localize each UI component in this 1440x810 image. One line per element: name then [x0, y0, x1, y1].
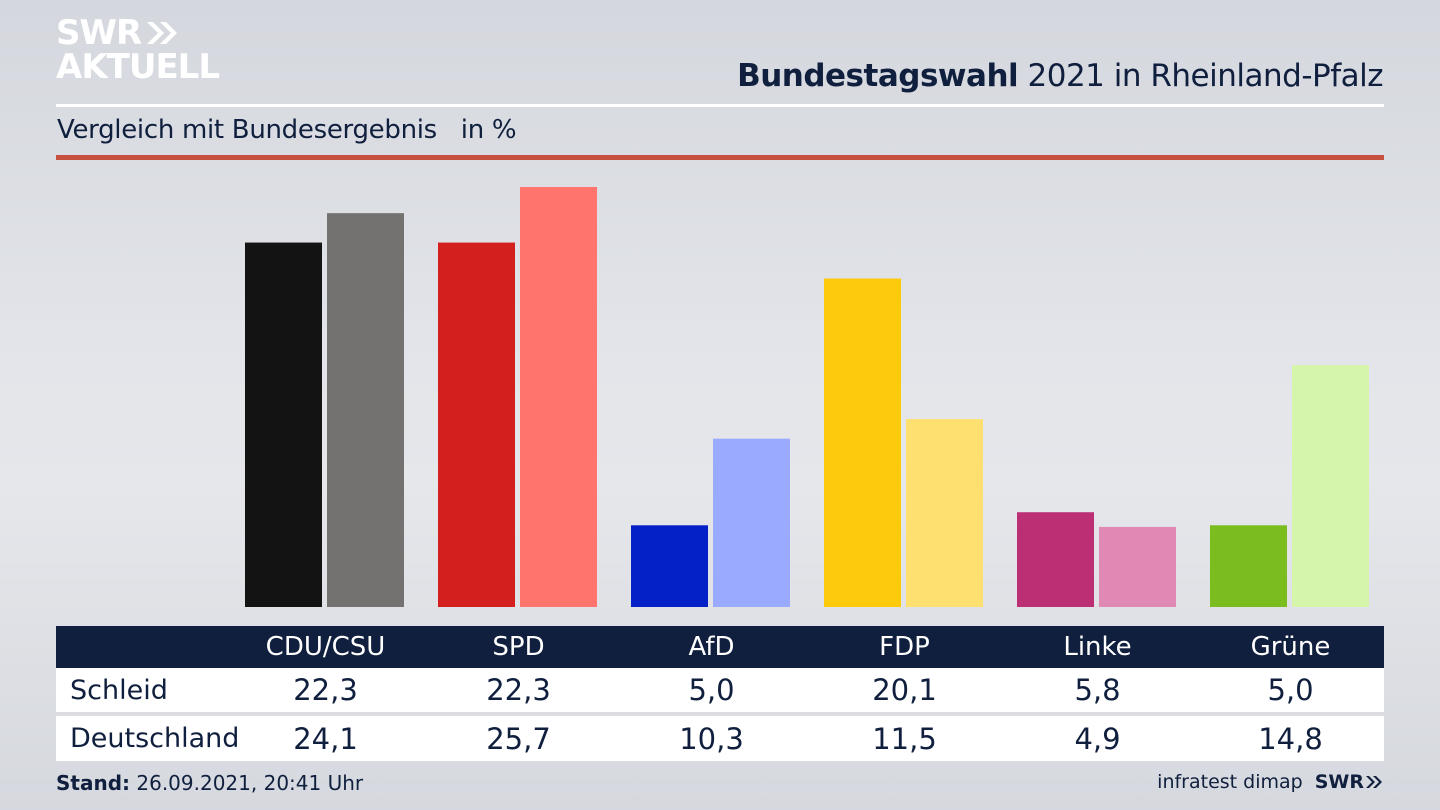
value-deutschland-afd: 10,3 — [679, 721, 744, 756]
bar-chart — [245, 187, 1369, 607]
row-label: Schleid — [70, 674, 168, 706]
bar-group-cdu-csu — [245, 213, 404, 607]
stand-value: 26.09.2021, 20:41 Uhr — [130, 771, 364, 795]
title-divider — [56, 104, 1384, 107]
bar-group-linke — [1017, 512, 1176, 607]
column-header-afd: AfD — [688, 632, 735, 662]
source-text: infratest dimap — [1157, 771, 1303, 793]
bar-linke-deutschland — [1099, 526, 1176, 607]
title-rest: 2021 in Rheinland-Pfalz — [1018, 58, 1384, 94]
value-deutschland-cdu-csu: 24,1 — [293, 721, 358, 756]
bar-afd-deutschland — [713, 438, 790, 607]
value-deutschland-spd: 25,7 — [486, 721, 551, 756]
bar-group-gr-ne — [1210, 365, 1369, 607]
value-schleid-fdp: 20,1 — [872, 673, 937, 707]
bar-spd-deutschland — [520, 187, 597, 607]
swr-aktuell-logo: SWR AKTUELL — [56, 13, 220, 87]
bar-spd-schleid — [438, 242, 515, 607]
page-title: Bundestagswahl 2021 in Rheinland-Pfalz — [737, 58, 1383, 94]
bar-group-fdp — [824, 278, 983, 607]
table-header-row: CDU/CSU SPD AfD FDP Linke Grüne — [56, 626, 1384, 668]
bar-group-spd — [438, 187, 597, 607]
column-header-gr-ne: Grüne — [1250, 632, 1331, 662]
title-bold: Bundestagswahl — [737, 58, 1019, 94]
value-schleid-afd: 5,0 — [688, 673, 735, 707]
stand-label: Stand: — [56, 771, 131, 795]
column-header-cdu-csu: CDU/CSU — [265, 632, 386, 662]
table-row-deutschland: Deutschland 24,1 25,7 10,3 11,5 4,9 14,8 — [56, 716, 1384, 761]
bar-gr-ne-schleid — [1210, 525, 1287, 607]
source-credit: infratest dimap SWR — [1157, 771, 1383, 793]
column-header-spd: SPD — [492, 632, 545, 662]
bar-group-afd — [631, 438, 790, 607]
column-header-fdp: FDP — [879, 632, 930, 662]
value-deutschland-gr-ne: 14,8 — [1258, 721, 1323, 756]
value-schleid-linke: 5,8 — [1074, 673, 1121, 707]
value-schleid-cdu-csu: 22,3 — [293, 673, 358, 707]
chart-subtitle: Vergleich mit Bundesergebnis in % — [57, 115, 517, 145]
table-row-schleid: Schleid 22,3 22,3 5,0 20,1 5,8 5,0 — [56, 668, 1384, 712]
logo-swr-text: SWR — [56, 13, 142, 53]
bar-cdu-csu-schleid — [245, 242, 322, 607]
timestamp: Stand: 26.09.2021, 20:41 Uhr — [56, 771, 363, 795]
value-deutschland-fdp: 11,5 — [872, 721, 937, 756]
bar-linke-schleid — [1017, 512, 1094, 607]
double-chevron-icon — [1366, 776, 1382, 788]
logo-aktuell-text: AKTUELL — [56, 47, 220, 87]
double-chevron-icon — [147, 22, 178, 44]
bar-fdp-deutschland — [906, 419, 983, 607]
results-table: CDU/CSU SPD AfD FDP Linke Grüne Schleid 22,3 2… — [56, 626, 1384, 761]
row-label: Deutschland — [70, 723, 240, 754]
bar-fdp-schleid — [824, 278, 901, 607]
value-schleid-gr-ne: 5,0 — [1267, 673, 1314, 707]
column-header-linke: Linke — [1063, 632, 1132, 662]
bar-gr-ne-deutschland — [1292, 365, 1369, 607]
value-deutschland-linke: 4,9 — [1074, 721, 1121, 756]
bar-afd-schleid — [631, 525, 708, 607]
swr-footer-logo: SWR — [1315, 771, 1383, 793]
swr-footer-text: SWR — [1314, 771, 1364, 793]
bar-cdu-csu-deutschland — [327, 213, 404, 607]
value-schleid-spd: 22,3 — [486, 673, 551, 707]
accent-divider — [56, 155, 1384, 160]
